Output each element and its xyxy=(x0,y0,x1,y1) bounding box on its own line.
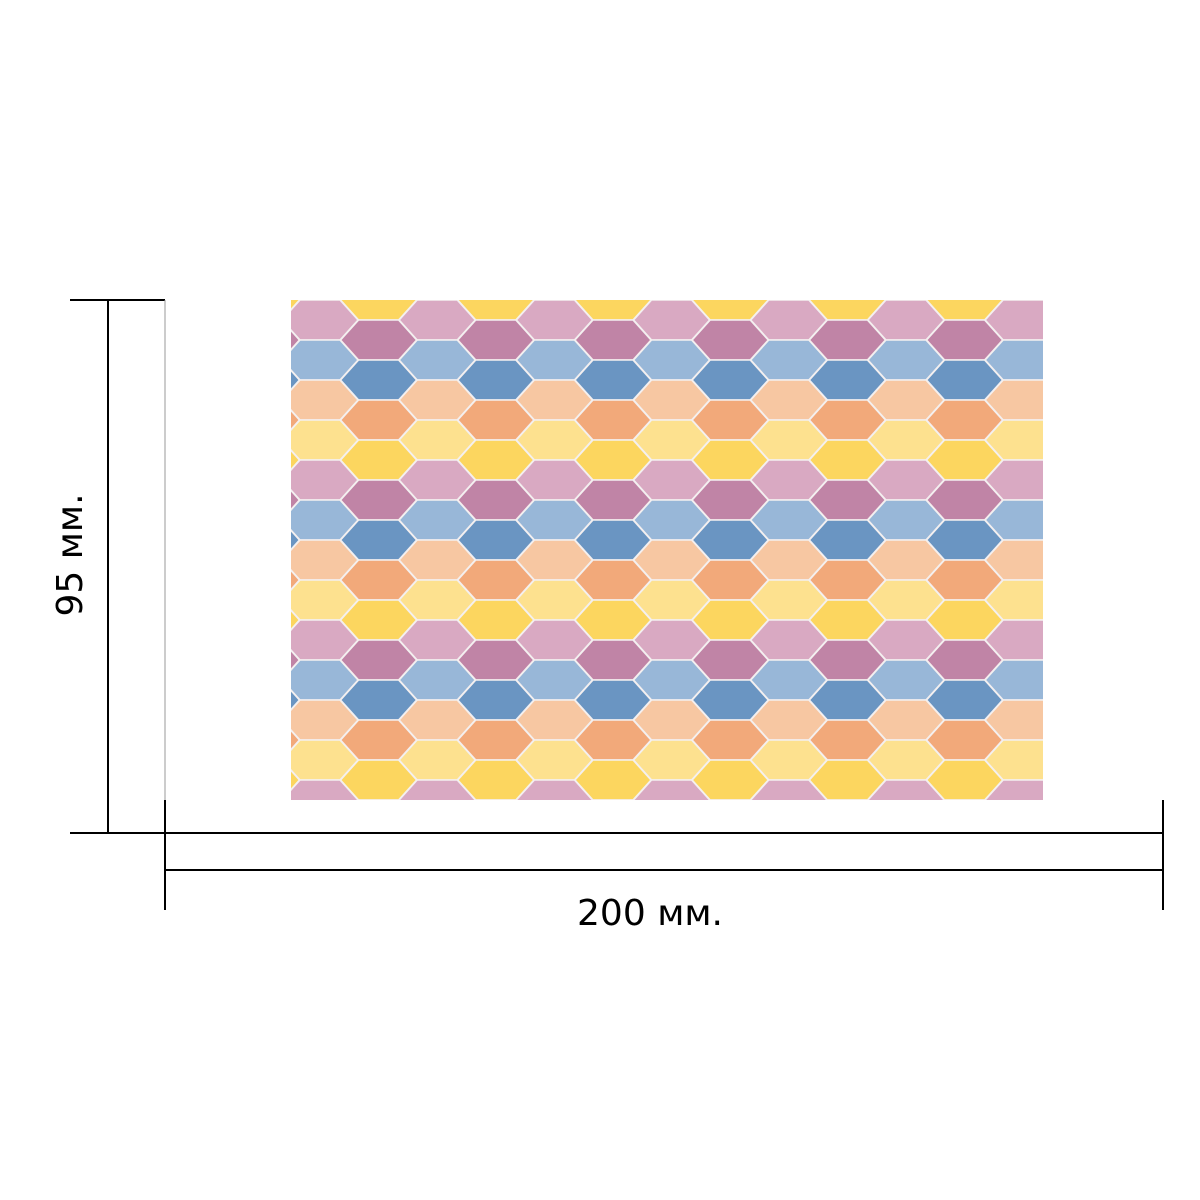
tile xyxy=(291,329,301,351)
tile xyxy=(282,820,358,860)
tile xyxy=(751,820,827,860)
tile xyxy=(516,820,592,860)
tile xyxy=(1102,460,1178,500)
tile xyxy=(291,649,301,671)
dimension-lines xyxy=(70,299,1164,910)
width-label: 200 мм. xyxy=(577,893,723,934)
tile xyxy=(1042,579,1043,581)
tile xyxy=(291,729,301,751)
tile xyxy=(341,840,417,880)
tile xyxy=(1102,420,1178,460)
tile xyxy=(1042,499,1043,501)
tile xyxy=(291,609,301,631)
tile xyxy=(1042,699,1043,701)
tile xyxy=(809,840,885,880)
tile xyxy=(1042,779,1043,781)
tile-pattern xyxy=(223,260,1178,880)
tile xyxy=(985,820,1061,860)
tile xyxy=(1042,659,1043,661)
tile xyxy=(1102,780,1178,820)
tile xyxy=(1042,339,1043,341)
tile xyxy=(533,300,576,301)
tile xyxy=(458,840,534,880)
tile xyxy=(1102,380,1178,420)
tile xyxy=(416,300,459,301)
tile xyxy=(291,769,301,791)
tile xyxy=(884,300,928,301)
tile xyxy=(1102,540,1178,580)
tile xyxy=(291,449,301,471)
tile xyxy=(634,820,710,860)
tile xyxy=(291,300,301,311)
tile xyxy=(1042,419,1043,421)
tile xyxy=(749,779,828,800)
tile xyxy=(866,779,946,800)
tile xyxy=(291,779,360,800)
tile xyxy=(1102,340,1178,380)
tile xyxy=(1102,500,1178,540)
tile xyxy=(1102,740,1178,780)
tile xyxy=(291,369,301,391)
tile xyxy=(1102,820,1178,860)
tile xyxy=(1042,300,1043,301)
tile xyxy=(291,569,301,591)
tile xyxy=(223,840,299,880)
tile xyxy=(1002,300,1043,301)
tile xyxy=(650,300,693,301)
tile xyxy=(298,300,342,301)
tile xyxy=(1102,260,1178,300)
tile xyxy=(1102,620,1178,660)
tile xyxy=(291,489,301,511)
height-label: 95 мм. xyxy=(50,493,91,616)
tile xyxy=(1042,459,1043,461)
tile xyxy=(692,840,768,880)
tile xyxy=(291,529,301,551)
tile xyxy=(1042,379,1043,381)
tile xyxy=(291,409,301,431)
tile xyxy=(291,689,301,711)
tile xyxy=(767,300,810,301)
tile xyxy=(1042,619,1043,621)
tile xyxy=(984,779,1043,800)
tile xyxy=(1102,700,1178,740)
tile xyxy=(1102,300,1178,340)
tile xyxy=(1044,840,1120,880)
tile xyxy=(575,840,651,880)
tile xyxy=(927,840,1003,880)
tile xyxy=(632,779,711,800)
tile xyxy=(1102,660,1178,700)
tile xyxy=(1102,580,1178,620)
tile xyxy=(399,820,475,860)
tile xyxy=(1042,739,1043,741)
tile xyxy=(868,820,944,860)
tile xyxy=(515,779,594,800)
tile xyxy=(1042,539,1043,541)
tile xyxy=(398,779,477,800)
